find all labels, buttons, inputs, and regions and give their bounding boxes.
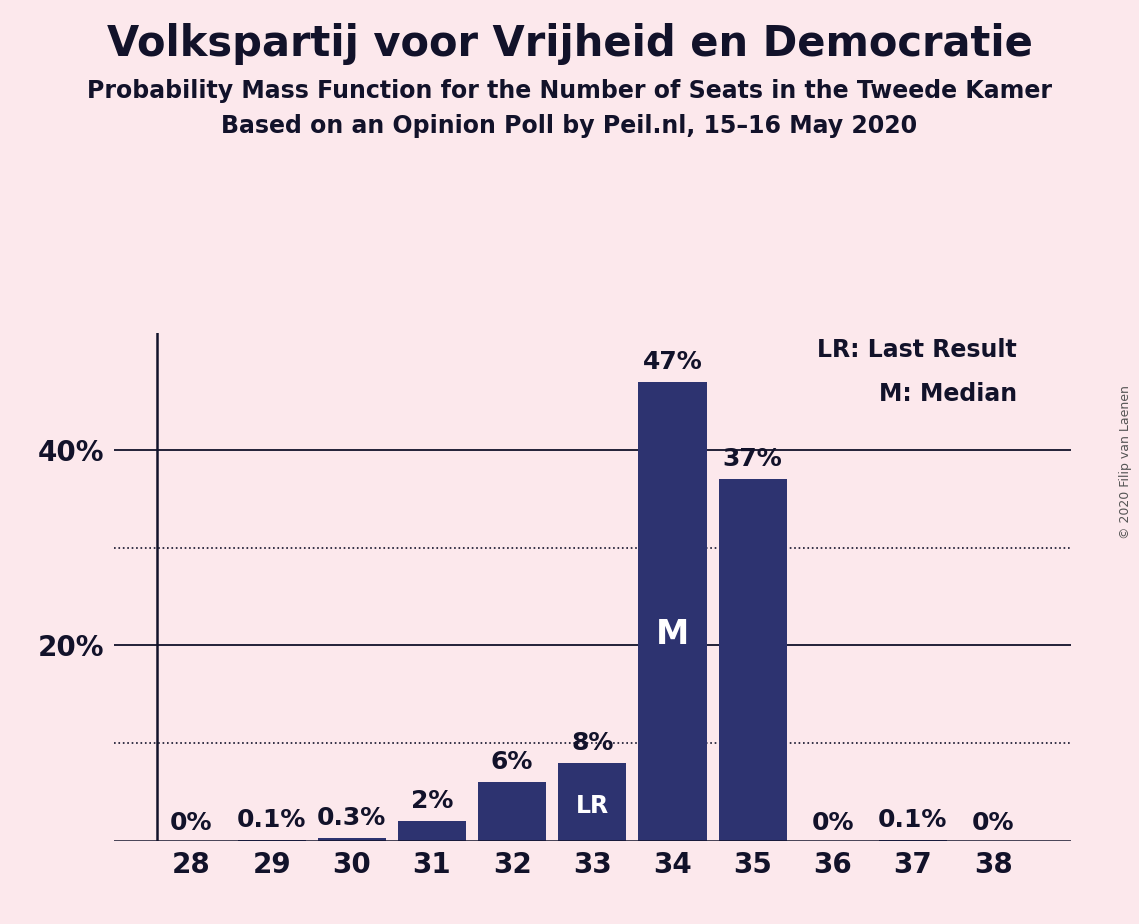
Text: 6%: 6% xyxy=(491,750,533,774)
Text: 0%: 0% xyxy=(972,811,1015,835)
Text: Probability Mass Function for the Number of Seats in the Tweede Kamer: Probability Mass Function for the Number… xyxy=(87,79,1052,103)
Bar xyxy=(398,821,466,841)
Text: © 2020 Filip van Laenen: © 2020 Filip van Laenen xyxy=(1118,385,1132,539)
Text: M: Median: M: Median xyxy=(879,382,1017,406)
Text: LR: Last Result: LR: Last Result xyxy=(818,337,1017,361)
Bar xyxy=(478,783,547,841)
Text: 0%: 0% xyxy=(811,811,854,835)
Text: Based on an Opinion Poll by Peil.nl, 15–16 May 2020: Based on an Opinion Poll by Peil.nl, 15–… xyxy=(221,114,918,138)
Text: 0.1%: 0.1% xyxy=(878,808,948,832)
Text: Volkspartij voor Vrijheid en Democratie: Volkspartij voor Vrijheid en Democratie xyxy=(107,23,1032,65)
Text: LR: LR xyxy=(575,794,609,818)
Text: 0%: 0% xyxy=(170,811,213,835)
Text: 2%: 2% xyxy=(411,789,453,813)
Text: M: M xyxy=(656,617,689,650)
Bar xyxy=(879,840,947,841)
Bar xyxy=(638,382,706,841)
Text: 47%: 47% xyxy=(642,349,703,373)
Text: 0.1%: 0.1% xyxy=(237,808,306,832)
Bar xyxy=(238,840,305,841)
Bar xyxy=(318,838,386,841)
Text: 0.3%: 0.3% xyxy=(317,806,386,830)
Bar xyxy=(719,480,787,841)
Text: 37%: 37% xyxy=(723,447,782,471)
Bar xyxy=(558,762,626,841)
Text: 8%: 8% xyxy=(571,731,614,755)
